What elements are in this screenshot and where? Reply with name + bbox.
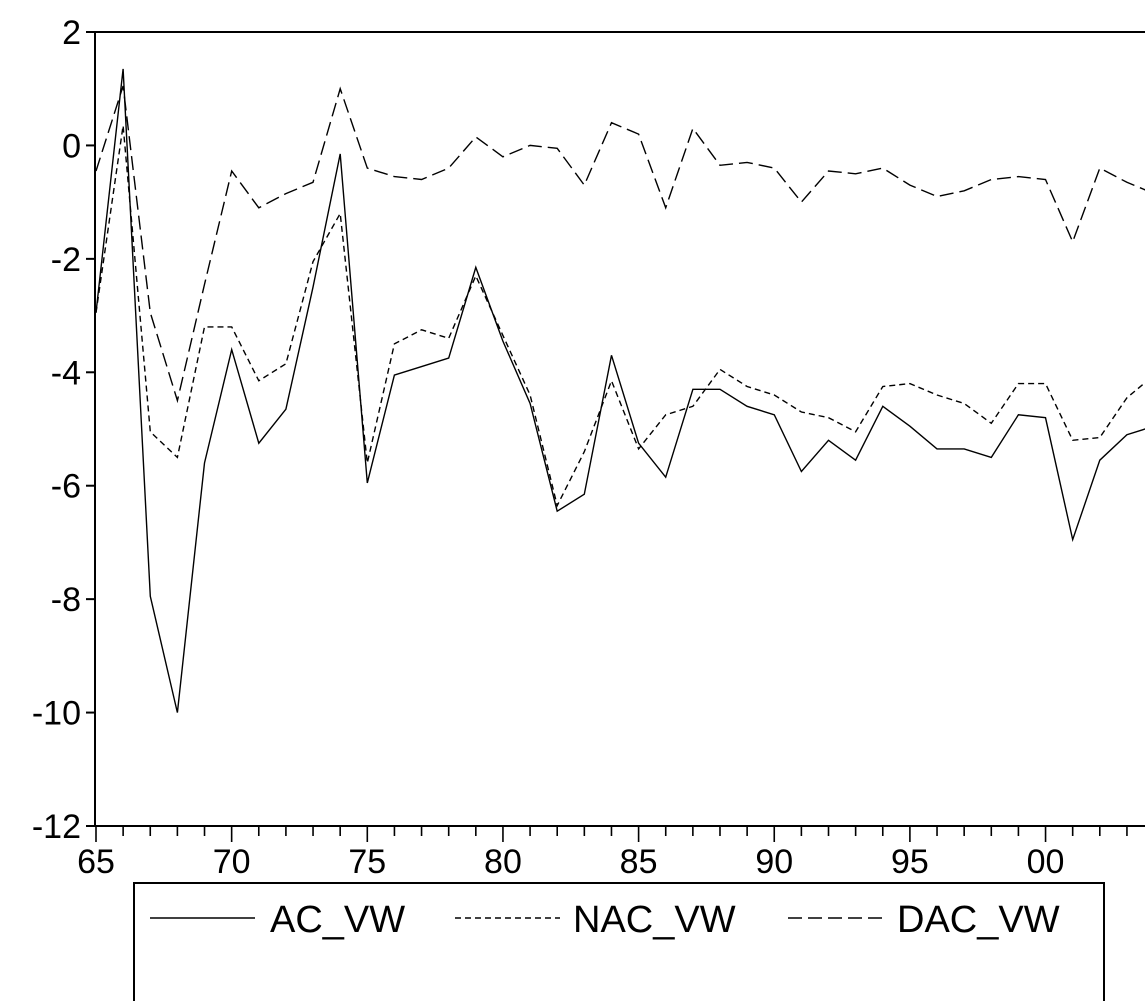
x-tick-label: 75 (348, 843, 386, 881)
y-tick-label: 0 (62, 127, 81, 165)
y-tick-label: -6 (51, 468, 81, 506)
x-tick-label: 95 (891, 843, 929, 881)
series-line-ac-vw (95, 68, 1145, 713)
legend-label: NAC_VW (573, 899, 736, 941)
y-tick-label: -10 (32, 695, 81, 733)
x-tick-label: 80 (484, 843, 522, 881)
legend: AC_VW NAC_VW DAC_VW (133, 882, 1105, 1001)
y-tick-label: -8 (51, 581, 81, 619)
legend-label: AC_VW (270, 899, 405, 941)
x-tick-label: 70 (213, 843, 251, 881)
series-line-dac-vw (95, 85, 1145, 404)
x-tick-label: 90 (755, 843, 793, 881)
y-tick-label: 2 (62, 14, 81, 52)
legend-label: DAC_VW (897, 899, 1060, 941)
y-tick-label: -4 (51, 354, 81, 392)
legend-box (133, 882, 1105, 1001)
y-tick-label: -2 (51, 241, 81, 279)
y-tick-label: -12 (32, 808, 81, 846)
y-axis: 2 0 -2 -4 -6 -8 -10 -12 (32, 14, 95, 846)
series-layer (95, 68, 1145, 713)
series-line-nac-vw (95, 125, 1145, 508)
x-tick-label: 85 (620, 843, 658, 881)
x-axis: 65 70 75 80 85 90 95 00 (77, 826, 1128, 881)
x-tick-label: 00 (1027, 843, 1065, 881)
plot-area (94, 31, 1145, 827)
x-tick-label: 65 (77, 843, 115, 881)
